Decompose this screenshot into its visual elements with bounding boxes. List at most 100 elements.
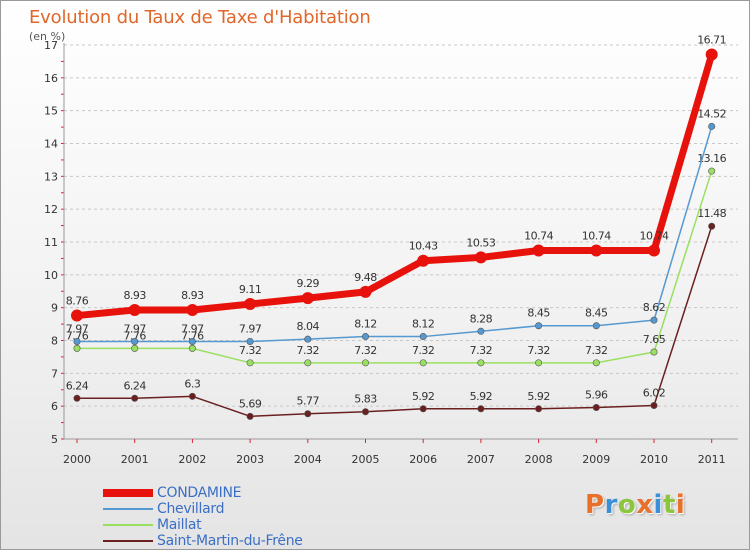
x-tick-label: 2009 bbox=[582, 453, 610, 466]
logo-letter: x bbox=[636, 490, 654, 520]
data-point bbox=[650, 402, 658, 410]
data-label: 8.45 bbox=[527, 307, 550, 320]
data-label: 7.97 bbox=[181, 322, 204, 335]
data-label: 6.24 bbox=[123, 379, 146, 392]
x-tick-label: 2004 bbox=[294, 453, 322, 466]
x-tick-label: 2007 bbox=[467, 453, 495, 466]
legend-swatch bbox=[103, 507, 153, 510]
legend-swatch bbox=[103, 488, 153, 497]
y-tick-label: 14 bbox=[44, 138, 58, 151]
data-label: 7.97 bbox=[66, 322, 89, 335]
data-label: 11.48 bbox=[697, 207, 726, 220]
series-line-condamine bbox=[73, 51, 716, 320]
legend-item: CONDAMINE bbox=[103, 485, 242, 501]
data-label: 8.12 bbox=[354, 318, 377, 331]
legend-swatch bbox=[103, 539, 153, 542]
data-label: 8.93 bbox=[181, 289, 204, 302]
y-tick-label: 10 bbox=[44, 269, 58, 282]
series-line-maillat bbox=[76, 170, 713, 364]
data-label: 5.92 bbox=[412, 390, 435, 403]
data-label: 8.62 bbox=[643, 301, 666, 314]
y-tick-label: 6 bbox=[51, 400, 58, 413]
data-point bbox=[705, 48, 718, 61]
data-label: 10.74 bbox=[582, 230, 611, 243]
data-label: 10.74 bbox=[640, 230, 669, 243]
data-label: 10.53 bbox=[466, 236, 495, 249]
data-point bbox=[186, 303, 199, 316]
data-label: 5.92 bbox=[470, 390, 493, 403]
data-point bbox=[650, 348, 658, 356]
data-point bbox=[535, 322, 543, 330]
logo-letter: t bbox=[662, 490, 676, 520]
legend-swatch bbox=[103, 523, 153, 526]
data-label: 5.92 bbox=[527, 390, 550, 403]
x-tick-label: 2000 bbox=[63, 453, 91, 466]
data-point bbox=[419, 405, 427, 413]
data-point bbox=[131, 337, 139, 345]
data-point bbox=[361, 408, 369, 416]
data-label: 7.97 bbox=[239, 322, 262, 335]
data-label: 7.65 bbox=[643, 333, 666, 346]
data-label: 7.32 bbox=[527, 344, 550, 357]
y-tick-label: 17 bbox=[44, 39, 58, 52]
data-label: 14.52 bbox=[697, 107, 726, 120]
chart-title: Evolution du Taux de Taxe d'Habitation bbox=[29, 7, 371, 28]
x-tick-label: 2011 bbox=[698, 453, 726, 466]
y-tick-label: 8 bbox=[51, 335, 58, 348]
data-label: 16.71 bbox=[697, 34, 726, 47]
data-point bbox=[73, 394, 81, 402]
data-point bbox=[419, 359, 427, 367]
data-point bbox=[359, 285, 372, 298]
proxiti-logo: Proxiti bbox=[585, 490, 685, 520]
data-point bbox=[301, 292, 314, 305]
data-point bbox=[592, 322, 600, 330]
x-tick-label: 2010 bbox=[640, 453, 668, 466]
data-point bbox=[708, 222, 716, 230]
data-point bbox=[71, 309, 83, 322]
y-tick-label: 5 bbox=[51, 433, 58, 446]
data-point bbox=[73, 337, 81, 345]
series-line-chevillard bbox=[76, 125, 713, 343]
data-point bbox=[535, 359, 543, 367]
data-point bbox=[246, 337, 254, 345]
x-tick-label: 2005 bbox=[352, 453, 380, 466]
data-point bbox=[304, 335, 312, 343]
data-point bbox=[419, 333, 427, 341]
data-label: 7.32 bbox=[470, 344, 493, 357]
y-tick-label: 13 bbox=[44, 170, 58, 183]
legend-item: Chevillard bbox=[103, 501, 225, 517]
y-axis-unit: (en %) bbox=[29, 30, 66, 43]
data-point bbox=[535, 405, 543, 413]
data-label: 5.96 bbox=[585, 388, 608, 401]
series-line-saint-martin-du-fr-ne bbox=[76, 225, 713, 418]
data-label: 8.93 bbox=[123, 289, 146, 302]
data-label: 7.32 bbox=[239, 344, 262, 357]
logo-letter: i bbox=[653, 490, 663, 520]
y-tick-label: 16 bbox=[44, 72, 58, 85]
data-label: 7.32 bbox=[585, 344, 608, 357]
y-tick-label: 9 bbox=[51, 302, 58, 315]
data-point bbox=[361, 359, 369, 367]
data-label: 8.45 bbox=[585, 307, 608, 320]
x-tick-label: 2003 bbox=[236, 453, 264, 466]
data-label: 7.97 bbox=[123, 322, 146, 335]
data-point bbox=[650, 316, 658, 324]
data-point bbox=[474, 251, 487, 264]
data-label: 7.32 bbox=[412, 344, 435, 357]
x-tick-label: 2008 bbox=[525, 453, 553, 466]
data-label: 8.04 bbox=[297, 320, 320, 333]
legend-item: Maillat bbox=[103, 517, 202, 533]
logo-letter: r bbox=[604, 490, 618, 520]
x-tick-label: 2001 bbox=[121, 453, 149, 466]
legend-item: Saint-Martin-du-Frêne bbox=[103, 533, 303, 549]
data-point bbox=[188, 337, 196, 345]
logo-letter: i bbox=[675, 490, 686, 520]
data-point bbox=[592, 359, 600, 367]
data-label: 6.3 bbox=[184, 377, 200, 390]
data-label: 9.48 bbox=[354, 271, 377, 284]
data-point bbox=[73, 344, 81, 352]
data-point bbox=[361, 333, 369, 341]
y-tick-label: 7 bbox=[51, 367, 58, 380]
